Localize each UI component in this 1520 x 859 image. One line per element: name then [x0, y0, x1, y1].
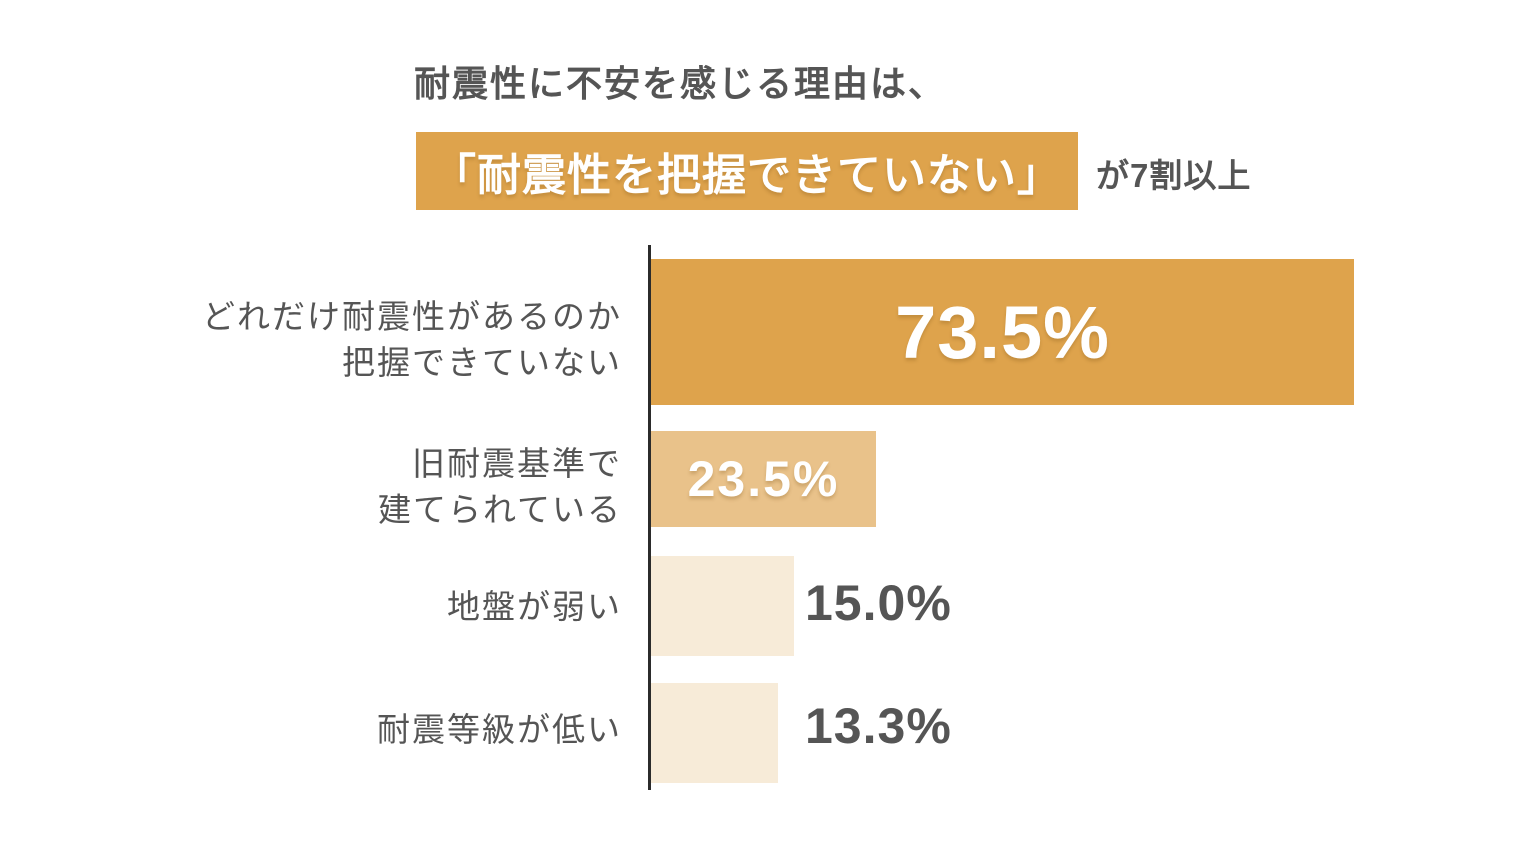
highlight-box: 「耐震性を把握できていない」: [416, 132, 1078, 210]
bar-value-label-3: 15.0%: [805, 575, 952, 631]
category-label-3: 地盤が弱い: [447, 588, 622, 625]
y-axis-line: [648, 245, 651, 790]
bar-value-label-2: 23.5%: [687, 451, 840, 507]
bar-old-seismic-standard: 23.5%: [651, 431, 876, 527]
chart-title: 耐震性に不安を感じる理由は、: [414, 63, 947, 104]
bar-value-label-4: 13.3%: [805, 698, 952, 754]
bar-low-seismic-grade: [651, 683, 778, 783]
bar-no-grasp-of-seismic-resistance: 73.5%: [651, 259, 1354, 405]
bar-value-label-1: 73.5%: [895, 290, 1110, 374]
category-label-2: 旧耐震基準で 建てられている: [377, 445, 622, 528]
category-label-4: 耐震等級が低い: [377, 711, 622, 748]
category-label-1: どれだけ耐震性があるのか 把握できていない: [202, 298, 622, 381]
highlight-text: 「耐震性を把握できていない」: [432, 151, 1062, 200]
headline-row: 「耐震性を把握できていない」 が7割以上: [416, 132, 1251, 210]
bar-weak-ground: [651, 556, 794, 656]
headline-suffix: が7割以上: [1096, 157, 1252, 194]
